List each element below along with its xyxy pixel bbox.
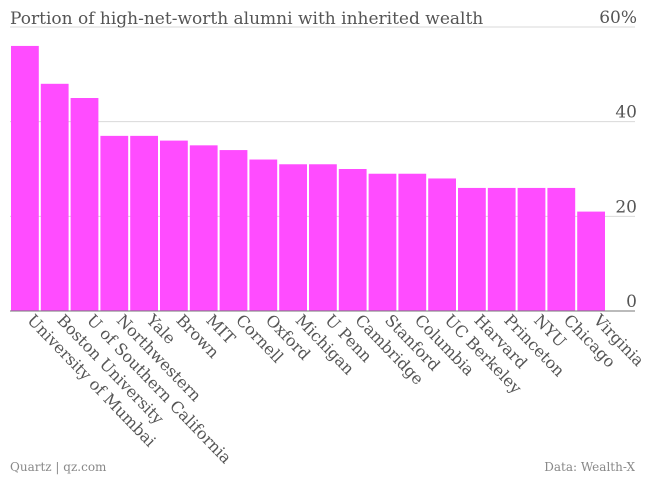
- bar: [398, 173, 427, 311]
- bar: [428, 178, 456, 311]
- y-tick-labels: 0 20 40 60%: [599, 8, 637, 312]
- bar: [249, 159, 278, 311]
- bar: [130, 135, 158, 311]
- bar: [70, 98, 99, 311]
- y-tick-label: 0: [626, 292, 637, 312]
- bar: [100, 135, 129, 311]
- y-tick-label: 60%: [599, 8, 637, 28]
- bar: [189, 145, 218, 311]
- bar: [458, 187, 486, 311]
- bar: [279, 164, 307, 311]
- bar: [577, 211, 605, 311]
- bars: [11, 45, 605, 311]
- bar: [547, 187, 576, 311]
- bar: [338, 169, 367, 311]
- bar: [517, 187, 546, 311]
- bar: [309, 164, 337, 311]
- bar: [219, 150, 248, 311]
- y-tick-label: 40: [615, 103, 637, 123]
- footer-source-left: Quartz | qz.com: [10, 460, 107, 474]
- bar: [368, 173, 397, 311]
- footer-source-right: Data: Wealth-X: [544, 460, 635, 474]
- bar: [487, 187, 516, 311]
- y-tick-label: 20: [615, 197, 637, 217]
- bar: [40, 83, 69, 311]
- bar: [160, 140, 188, 311]
- chart-title: Portion of high-net-worth alumni with in…: [10, 9, 483, 29]
- bar: [11, 45, 39, 311]
